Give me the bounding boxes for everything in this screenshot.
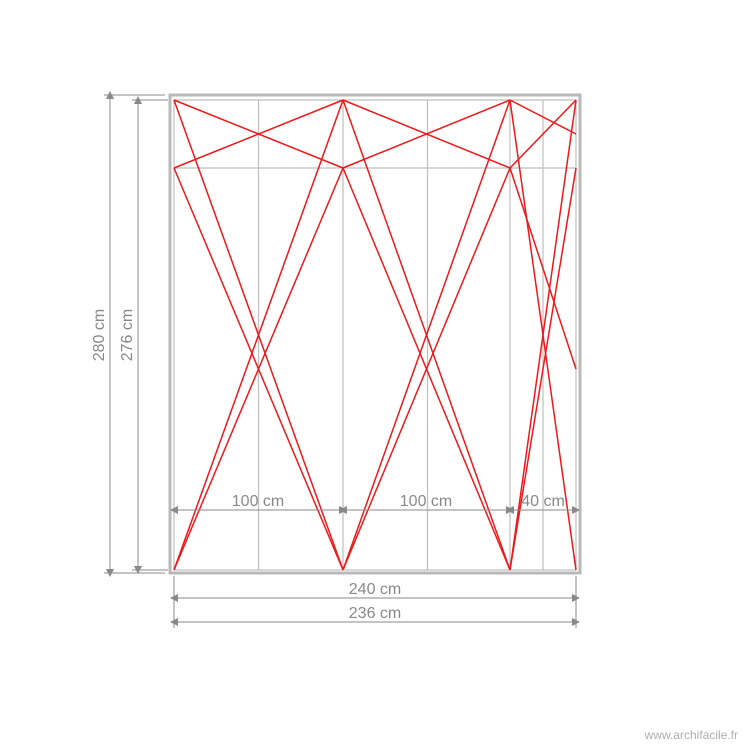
dim-bottom-236: 236 cm (174, 604, 576, 628)
dim-label-col1: 100 cm (232, 493, 284, 510)
dim-bottom-240: 240 cm (174, 576, 576, 604)
dim-label-col2: 100 cm (400, 493, 452, 510)
dim-label-236: 236 cm (349, 605, 401, 622)
dim-label-col3: 40 cm (521, 493, 565, 510)
watermark: www.archifacile.fr (645, 728, 738, 742)
dim-left-276: 276 cm (119, 100, 168, 570)
diagram-svg: 280 cm 276 cm 240 cm 236 cm 100 cm 100 c… (0, 0, 750, 750)
dim-label-280: 280 cm (91, 309, 108, 361)
dim-label-276: 276 cm (119, 309, 136, 361)
watermark-text: www.archifacile.fr (645, 728, 738, 742)
dim-label-240: 240 cm (349, 581, 401, 598)
